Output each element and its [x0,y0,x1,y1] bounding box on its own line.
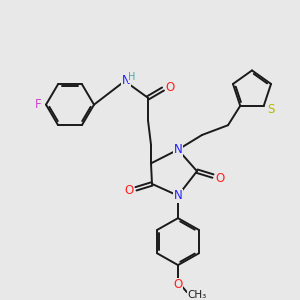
Text: N: N [174,143,182,156]
Text: N: N [174,189,182,202]
Text: O: O [215,172,225,184]
Text: N: N [122,74,130,87]
Text: S: S [267,103,274,116]
Text: F: F [35,98,41,111]
Text: O: O [173,278,183,291]
Text: CH₃: CH₃ [188,290,207,300]
Text: O: O [165,81,175,94]
Text: O: O [124,184,134,197]
Text: H: H [128,72,136,82]
